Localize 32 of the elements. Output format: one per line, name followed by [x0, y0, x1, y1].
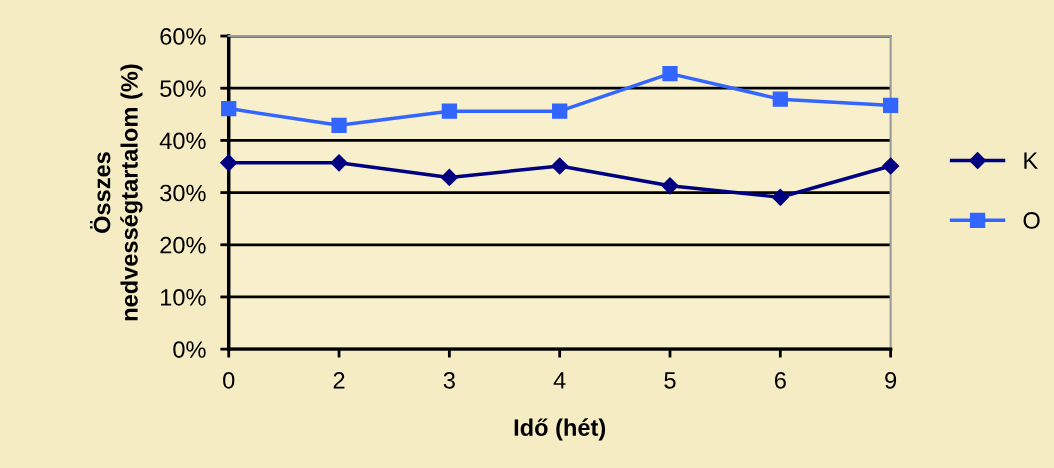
point [662, 65, 678, 82]
x-tick-label: 6 [774, 371, 786, 389]
x-tick-label: 3 [443, 371, 455, 389]
point [882, 97, 899, 114]
point [440, 168, 458, 187]
legend-label: O [1023, 212, 1040, 229]
point [221, 100, 237, 117]
y-tick-label: 60% [160, 28, 206, 45]
y-tick-label: 0% [173, 341, 206, 358]
x-tick-label: 2 [333, 371, 345, 389]
point [441, 103, 457, 119]
y-tick-label: 10% [161, 289, 206, 306]
x-tick-label: 5 [664, 372, 676, 389]
point [661, 177, 679, 195]
x-axis-title: Idő (hét) [514, 418, 606, 441]
y-axis-title: Összes nedvességtartalom (%) [89, 64, 143, 321]
x-tick-label: 4 [553, 372, 566, 389]
legend-label: K [1024, 152, 1038, 169]
y-tick-label: 30% [160, 184, 206, 202]
point [331, 117, 347, 133]
point [552, 103, 568, 119]
point [772, 91, 788, 107]
y-tick-label: 40% [159, 132, 206, 150]
x-tick-label: 0 [223, 371, 235, 389]
x-tick-label: 9 [885, 371, 897, 389]
point [882, 157, 900, 175]
y-tick-label: 20% [160, 236, 206, 254]
y-tick-label: 50% [160, 80, 206, 98]
point [220, 154, 238, 172]
point [330, 154, 348, 172]
point [771, 188, 789, 206]
point [551, 157, 569, 175]
